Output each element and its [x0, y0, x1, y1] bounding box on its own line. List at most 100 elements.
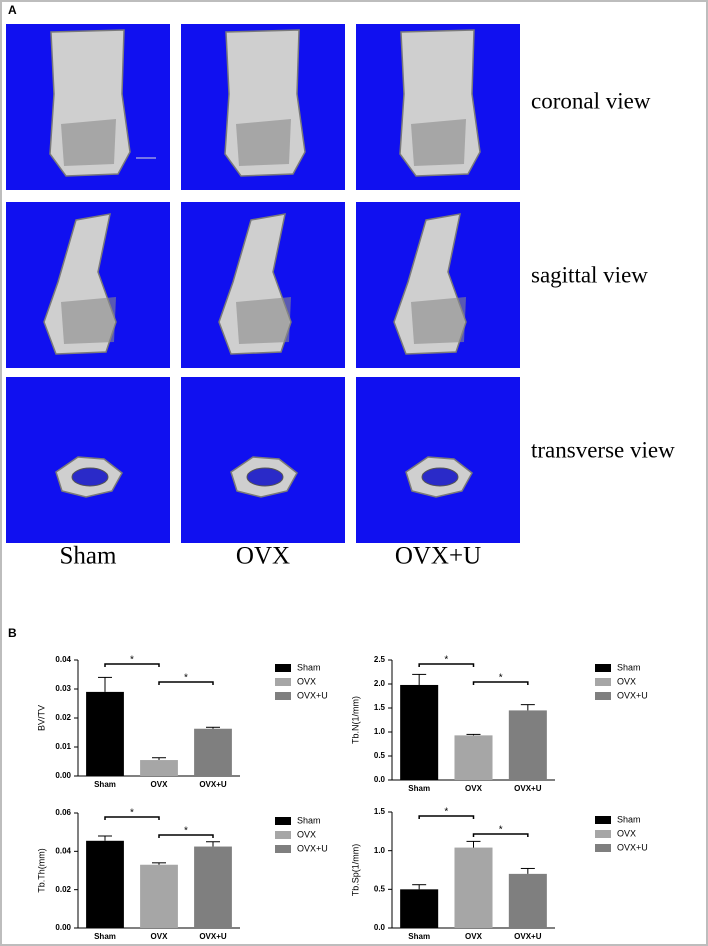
legend-label: OVX	[617, 828, 636, 838]
view-label: transverse view	[531, 437, 675, 462]
significance-bracket	[158, 834, 214, 838]
bone	[393, 213, 467, 355]
x-tick-label: OVX	[151, 932, 169, 941]
trabecular	[411, 297, 466, 344]
legend-swatch	[595, 816, 611, 824]
significance-bracket	[418, 815, 475, 819]
x-tick-label: Sham	[408, 784, 430, 793]
significance-star: *	[130, 655, 134, 666]
bone	[224, 29, 306, 177]
marrow	[421, 467, 459, 487]
legend-label: Sham	[297, 815, 321, 825]
panel-label: A	[8, 3, 17, 17]
bar	[454, 847, 493, 928]
y-tick-label: 0.0	[374, 923, 386, 932]
bar	[194, 846, 232, 928]
bone	[55, 456, 123, 498]
significance-star: *	[130, 808, 134, 819]
significance-bracket	[472, 833, 529, 837]
legend-label: Sham	[617, 662, 641, 672]
y-tick-label: 1.5	[374, 703, 386, 712]
x-tick-label: Sham	[408, 932, 430, 941]
significance-bracket	[104, 816, 160, 820]
legend-swatch	[595, 678, 611, 686]
significance-bracket	[472, 681, 529, 685]
bar	[86, 840, 124, 928]
y-tick-label: 0.04	[55, 846, 71, 855]
y-tick-label: 1.5	[374, 807, 386, 816]
group-label: OVX+U	[395, 543, 481, 570]
y-axis-label: Tb.Th(mm)	[36, 848, 46, 893]
bar	[400, 684, 439, 780]
legend-swatch	[595, 664, 611, 672]
legend-label: OVX+U	[297, 843, 328, 853]
view-label: coronal view	[531, 88, 651, 113]
y-tick-label: 1.0	[374, 727, 386, 736]
panel-label: B	[8, 626, 17, 640]
legend-label: Sham	[617, 814, 641, 824]
legend-label: OVX	[617, 676, 636, 686]
trabecular	[236, 119, 291, 166]
x-tick-label: OVX+U	[514, 932, 542, 941]
y-tick-label: 0.5	[374, 751, 386, 760]
y-tick-label: 0.02	[55, 885, 71, 894]
bone	[405, 456, 473, 498]
legend-swatch	[275, 692, 291, 700]
bar	[454, 735, 493, 780]
y-tick-label: 2.0	[374, 679, 386, 688]
x-tick-label: Sham	[94, 780, 116, 789]
bone	[43, 213, 117, 355]
trabecular	[61, 297, 116, 344]
x-tick-label: OVX+U	[514, 784, 542, 793]
legend-swatch	[595, 692, 611, 700]
trabecular	[236, 297, 291, 344]
significance-star: *	[444, 807, 448, 818]
legend-swatch	[275, 845, 291, 853]
bone	[230, 456, 298, 498]
bar	[86, 691, 124, 776]
bar	[508, 710, 547, 780]
legend-label: OVX+U	[297, 690, 328, 700]
significance-bracket	[418, 663, 475, 667]
marrow	[246, 467, 284, 487]
legend-label: OVX+U	[617, 842, 648, 852]
significance-bracket	[158, 681, 214, 685]
significance-bracket	[104, 663, 160, 667]
y-axis-label: Tb.N(1/mm)	[350, 696, 360, 744]
bone	[218, 213, 292, 355]
group-label: OVX	[236, 543, 290, 570]
significance-star: *	[444, 655, 448, 666]
view-label: sagittal view	[531, 262, 648, 287]
significance-star: *	[184, 673, 188, 684]
bar	[140, 864, 178, 928]
x-tick-label: OVX+U	[199, 780, 227, 789]
y-tick-label: 0.04	[55, 655, 71, 664]
bar	[400, 889, 439, 928]
bar	[508, 873, 547, 928]
legend-label: OVX	[297, 676, 316, 686]
legend-swatch	[275, 664, 291, 672]
bar	[140, 760, 178, 776]
y-tick-label: 0.5	[374, 884, 386, 893]
y-axis-label: Tb.Sp(1/mm)	[350, 844, 360, 897]
legend-swatch	[275, 817, 291, 825]
legend-swatch	[595, 844, 611, 852]
legend-label: Sham	[297, 662, 321, 672]
x-tick-label: OVX+U	[199, 932, 227, 941]
legend-swatch	[275, 831, 291, 839]
legend-swatch	[275, 678, 291, 686]
significance-star: *	[499, 673, 503, 684]
y-tick-label: 0.01	[55, 742, 71, 751]
bar	[194, 728, 232, 776]
trabecular	[61, 119, 116, 166]
bone	[49, 29, 131, 177]
y-tick-label: 1.0	[374, 846, 386, 855]
y-tick-label: 0.0	[374, 775, 386, 784]
legend-label: OVX	[297, 829, 316, 839]
y-tick-label: 0.00	[55, 923, 71, 932]
y-tick-label: 0.00	[55, 771, 71, 780]
x-tick-label: OVX	[151, 780, 169, 789]
x-tick-label: OVX	[465, 932, 483, 941]
x-tick-label: OVX	[465, 784, 483, 793]
y-tick-label: 0.03	[55, 684, 71, 693]
